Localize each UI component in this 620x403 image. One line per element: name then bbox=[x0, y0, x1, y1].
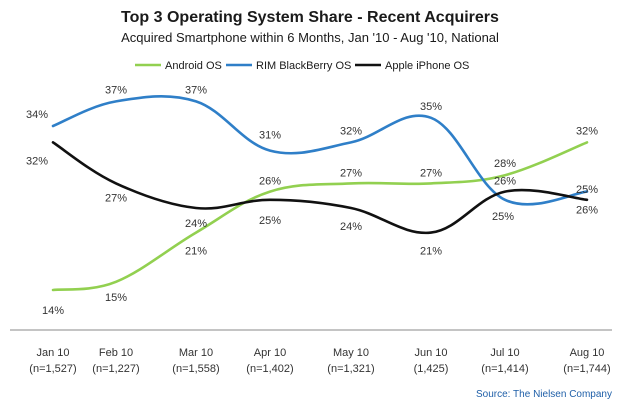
data-labels-layer: 14% 15% 21% 26% 27% 27% 28% 32% 34% 37% 37% 31% 32% 3… bbox=[26, 84, 598, 317]
data-label-android-os: 21% bbox=[185, 246, 207, 258]
source-note: Source: The Nielsen Company bbox=[476, 389, 612, 400]
legend-item-android-os: Android OS bbox=[135, 60, 222, 72]
series-line-android-os bbox=[51, 141, 589, 292]
data-label-rim-blackberry-os: 37% bbox=[105, 84, 127, 96]
data-label-rim-blackberry-os: 26% bbox=[576, 205, 598, 217]
x-tick-sample-size: (n=1,402) bbox=[246, 363, 293, 375]
x-tick-sample-size: (n=1,227) bbox=[92, 363, 139, 375]
x-tick-sample-size: (n=1,414) bbox=[481, 363, 528, 375]
data-label-apple-iphone-os: 24% bbox=[340, 221, 362, 233]
x-tick-label: Apr 10 bbox=[254, 347, 286, 359]
chart-title: Top 3 Operating System Share - Recent Ac… bbox=[121, 9, 499, 26]
data-label-android-os: 27% bbox=[340, 167, 362, 179]
chart-legend: Android OS RIM BlackBerry OS Apple iPhone … bbox=[135, 60, 469, 72]
data-label-android-os: 15% bbox=[105, 292, 127, 304]
data-label-rim-blackberry-os: 31% bbox=[259, 130, 281, 142]
chart-subtitle: Acquired Smartphone within 6 Months, Jan… bbox=[121, 30, 499, 45]
x-tick-label: Jan 10 bbox=[36, 347, 69, 359]
x-tick-labels: Jan 10 (n=1,527) Feb 10 (n=1,227) Mar 10 (n=1… bbox=[29, 347, 610, 375]
x-tick-label: Jun 10 bbox=[414, 347, 447, 359]
data-label-rim-blackberry-os: 32% bbox=[340, 125, 362, 137]
data-label-android-os: 14% bbox=[42, 305, 64, 317]
x-tick-label: Aug 10 bbox=[570, 347, 605, 359]
data-label-apple-iphone-os: 32% bbox=[26, 155, 48, 167]
data-label-apple-iphone-os: 26% bbox=[494, 176, 516, 188]
x-tick-label: Jul 10 bbox=[490, 347, 519, 359]
x-tick-sample-size: (n=1,744) bbox=[563, 363, 610, 375]
x-tick-label: Mar 10 bbox=[179, 347, 213, 359]
legend-label: Apple iPhone OS bbox=[385, 60, 469, 72]
data-label-apple-iphone-os: 25% bbox=[576, 184, 598, 196]
data-label-apple-iphone-os: 24% bbox=[185, 218, 207, 230]
data-label-apple-iphone-os: 27% bbox=[105, 192, 127, 204]
data-label-apple-iphone-os: 25% bbox=[259, 215, 281, 227]
data-label-android-os: 26% bbox=[259, 176, 281, 188]
legend-item-apple-iphone-os: Apple iPhone OS bbox=[355, 60, 469, 72]
x-tick-sample-size: (n=1,527) bbox=[29, 363, 76, 375]
x-tick-label: Feb 10 bbox=[99, 347, 133, 359]
x-tick-sample-size: (1,425) bbox=[414, 363, 449, 375]
data-label-rim-blackberry-os: 35% bbox=[420, 101, 442, 113]
data-label-android-os: 28% bbox=[494, 158, 516, 170]
x-tick-sample-size: (n=1,558) bbox=[172, 363, 219, 375]
data-label-rim-blackberry-os: 25% bbox=[492, 211, 514, 223]
data-label-android-os: 32% bbox=[576, 125, 598, 137]
series-layer bbox=[51, 94, 589, 292]
data-label-rim-blackberry-os: 37% bbox=[185, 84, 207, 96]
legend-label: RIM BlackBerry OS bbox=[256, 60, 351, 72]
data-label-apple-iphone-os: 21% bbox=[420, 246, 442, 258]
legend-item-rim-blackberry-os: RIM BlackBerry OS bbox=[226, 60, 351, 72]
x-tick-label: May 10 bbox=[333, 347, 369, 359]
series-line-rim-blackberry-os bbox=[51, 94, 589, 206]
series-line-apple-iphone-os bbox=[51, 141, 589, 235]
x-tick-sample-size: (n=1,321) bbox=[327, 363, 374, 375]
data-label-rim-blackberry-os: 34% bbox=[26, 109, 48, 121]
legend-label: Android OS bbox=[165, 60, 222, 72]
data-label-android-os: 27% bbox=[420, 167, 442, 179]
